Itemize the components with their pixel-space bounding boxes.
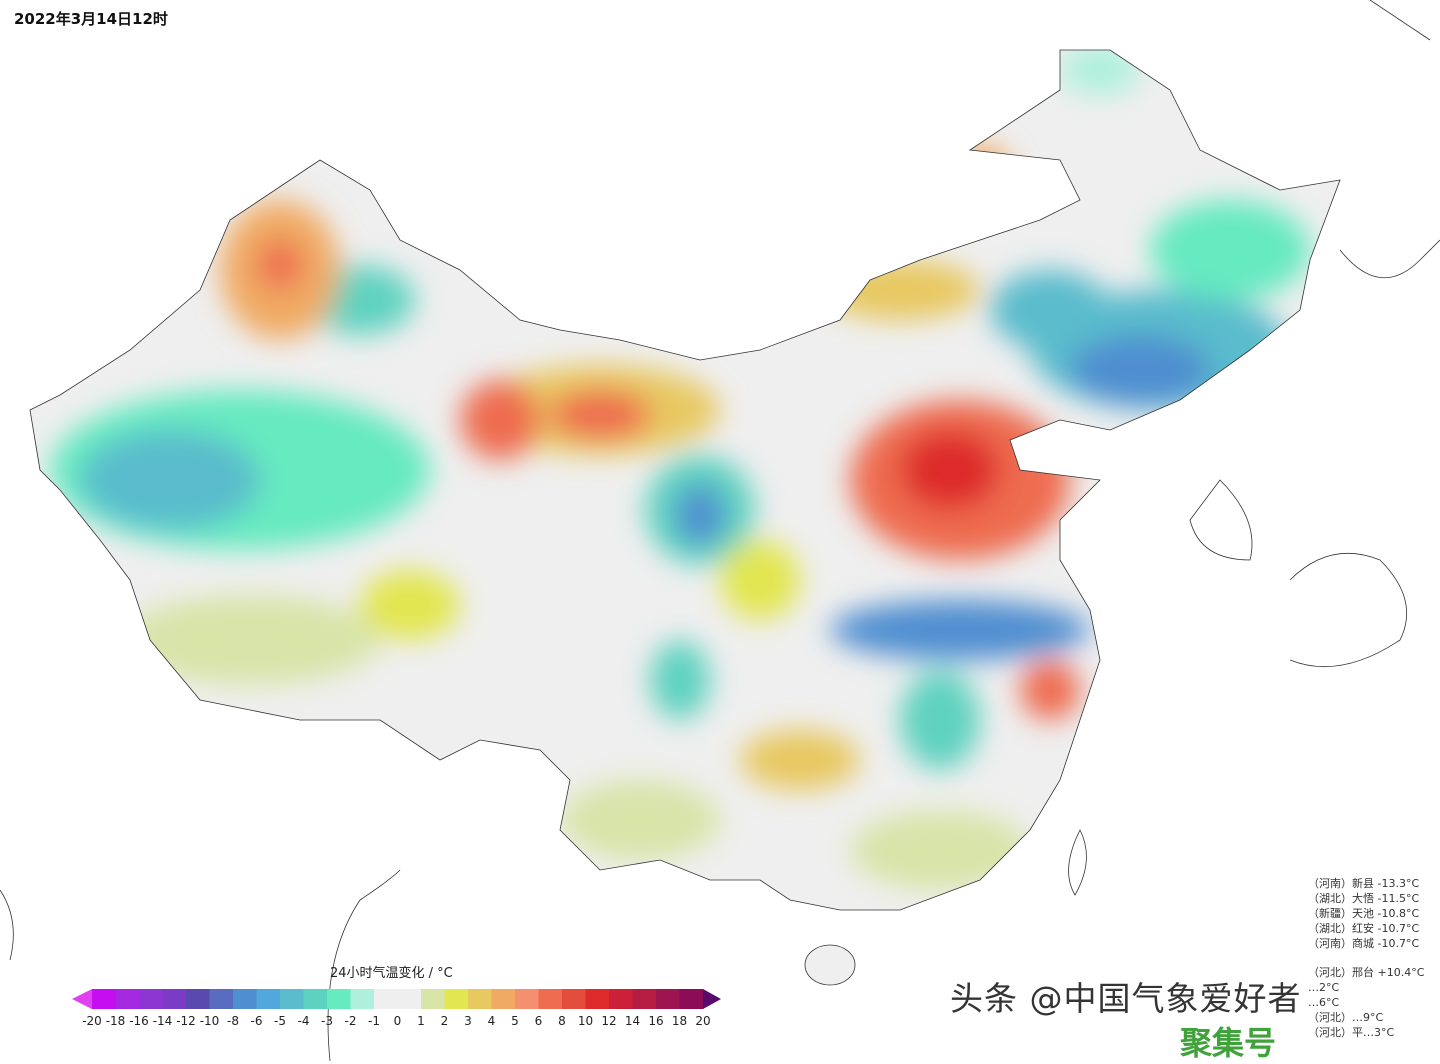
legend-color-box [468, 989, 492, 1009]
legend-color-box [374, 989, 398, 1009]
legend-tick-label: -2 [344, 1014, 357, 1028]
legend-tick-label: 14 [624, 1014, 641, 1028]
legend-color-box [397, 989, 422, 1009]
station-max-entry: …6°C [1308, 996, 1340, 1009]
map-timestamp-title: 2022年3月14日12时 [14, 10, 168, 28]
legend-tick-label: 0 [393, 1014, 402, 1028]
legend-tick-label: 8 [558, 1014, 566, 1028]
legend-tick-label: 4 [487, 1014, 496, 1028]
legend-tick-label: 12 [601, 1014, 617, 1028]
legend-color-box [256, 989, 281, 1009]
legend-color-box [491, 989, 516, 1009]
station-min-entry: （河南）新县 -13.3°C [1308, 877, 1420, 890]
legend-tick-label: 10 [577, 1014, 594, 1028]
legend-color-box [209, 989, 234, 1009]
legend-tick-label: -1 [368, 1014, 380, 1028]
legend-tick-label: 16 [648, 1014, 664, 1028]
legend-color-box [115, 989, 140, 1009]
legend-color-box [585, 989, 610, 1009]
station-min-entry: （河南）商城 -10.7°C [1308, 937, 1420, 950]
legend-color-box [186, 989, 210, 1009]
temperature-anomaly-fills [50, 50, 1310, 890]
station-max-entry: …2°C [1308, 981, 1340, 994]
legend-color-box [139, 989, 163, 1009]
legend-tick-label: -5 [274, 1014, 286, 1028]
legend-color-box [444, 989, 469, 1009]
legend-color-box [679, 989, 704, 1009]
legend-color-box [515, 989, 539, 1009]
legend-tick-label: -12 [176, 1014, 196, 1028]
legend-tick-label: 3 [464, 1014, 472, 1028]
legend-color-box [421, 989, 445, 1009]
station-min-entry: （新疆）天池 -10.8°C [1308, 907, 1420, 920]
legend-color-box [562, 989, 586, 1009]
legend-title: 24小时气温变化 / °C [330, 966, 453, 981]
legend-color-box [233, 989, 257, 1009]
legend-color-box [92, 989, 116, 1009]
legend-tick-labels: -20 -18 -16 -14 -12 -10 -8 -6 -5 -4 -3 -2 -1 0 1 2 3 4 5 6 8… [0, 1014, 1440, 1034]
station-max-entry: （河北）平…3°C [1308, 1026, 1395, 1039]
legend-tick-label: 6 [534, 1014, 543, 1028]
spacer [1308, 951, 1424, 965]
legend-color-box [350, 989, 375, 1009]
legend-tick-label: -6 [250, 1014, 263, 1028]
legend-under-arrow [72, 989, 92, 1009]
station-min-entry: （湖北）红安 -10.7°C [1308, 922, 1420, 935]
legend-tick-label: -10 [199, 1014, 220, 1028]
station-min-entry: （湖北）大悟 -11.5°C [1308, 892, 1420, 905]
legend-color-box [656, 989, 680, 1009]
legend-color-box [327, 989, 351, 1009]
legend-color-box [162, 989, 187, 1009]
station-max-entry: （河北）邢台 +10.4°C [1308, 966, 1425, 979]
legend-tick-label: 5 [511, 1014, 519, 1028]
legend-tick-label: 1 [417, 1014, 425, 1028]
watermark-logo-text: 聚集号 [1180, 1024, 1277, 1062]
legend-tick-label: 18 [671, 1014, 688, 1028]
legend-color-box [303, 989, 328, 1009]
legend-color-box [632, 989, 657, 1009]
legend-tick-label: -3 [321, 1014, 333, 1028]
legend-over-arrow [703, 989, 721, 1009]
legend-tick-label: 2 [440, 1014, 449, 1028]
legend-tick-label: -4 [297, 1014, 310, 1028]
watermark-text: 头条 @中国气象爱好者 [950, 979, 1302, 1018]
legend-color-box [538, 989, 563, 1009]
legend-color-box [609, 989, 633, 1009]
legend-tick-label: -16 [129, 1014, 149, 1028]
station-max-entry: （河北）…9°C [1308, 1011, 1384, 1024]
legend-tick-label: -20 [82, 1014, 102, 1028]
station-extremes-list: （河南）新县 -13.3°C （湖北）大悟 -11.5°C （新疆）天池 -10.8… [1308, 876, 1424, 1040]
legend-tick-label: 20 [695, 1014, 711, 1028]
legend-color-box [280, 989, 304, 1009]
legend-tick-label: -8 [227, 1014, 239, 1028]
legend-tick-label: -14 [152, 1014, 173, 1028]
color-legend-bar [72, 989, 721, 1009]
legend-tick-label: -18 [105, 1014, 126, 1028]
china-region [29, 49, 1341, 986]
